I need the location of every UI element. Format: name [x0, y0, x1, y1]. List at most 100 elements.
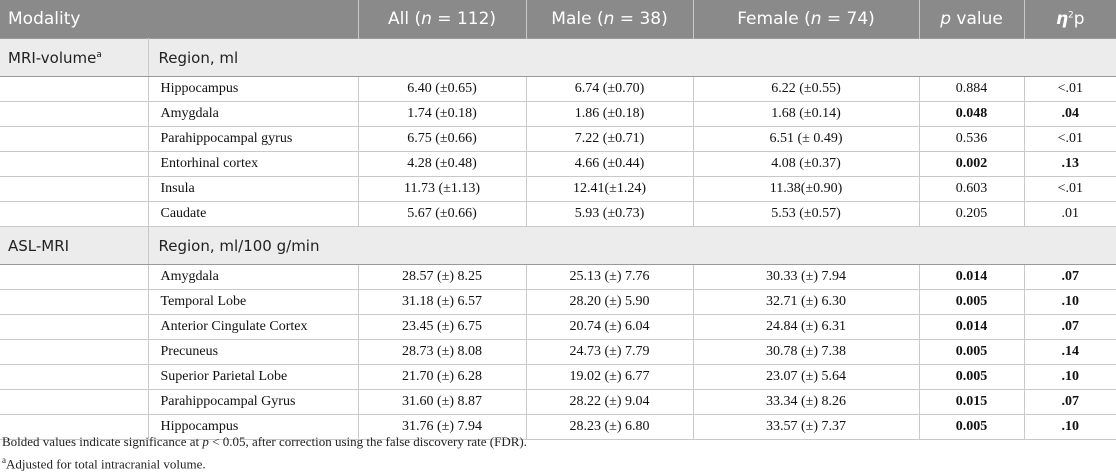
- region-cell: Hippocampus: [148, 76, 359, 102]
- all-value-cell: 28.57 (±) 8.25: [358, 264, 527, 290]
- male-value-cell: 4.66 (±0.44): [526, 151, 694, 177]
- section-region-label: Region, ml/100 g/min: [148, 226, 1116, 265]
- region-cell: Anterior Cingulate Cortex: [148, 314, 359, 340]
- eta-value-cell: .10: [1024, 364, 1116, 390]
- region-cell: Insula: [148, 176, 359, 202]
- results-table-container: Modality All (n = 112) Male (n = 38) Fem…: [0, 0, 1116, 440]
- male-value-cell: 6.74 (±0.70): [526, 76, 694, 102]
- note-significance-suffix: < 0.05, after correction using the false…: [208, 434, 528, 449]
- header-p-suffix: value: [950, 9, 1003, 29]
- table-row: Parahippocampal Gyrus 31.60 (±) 8.87 28.22…: [0, 389, 1116, 415]
- table-row: Amygdala 1.74 (±0.18) 1.86 (±0.18) 1.68 (±0…: [0, 101, 1116, 127]
- p-value-cell: 0.205: [919, 201, 1025, 227]
- p-value-cell: 0.005: [919, 339, 1025, 365]
- header-male-n: n: [603, 9, 615, 29]
- all-value-cell: 4.28 (±0.48): [358, 151, 527, 177]
- modality-cell: [0, 414, 149, 440]
- region-cell: Amygdala: [148, 264, 359, 290]
- region-cell: Amygdala: [148, 101, 359, 127]
- modality-cell: [0, 201, 149, 227]
- all-value-cell: 28.73 (±) 8.08: [358, 339, 527, 365]
- eta-value-cell: .07: [1024, 389, 1116, 415]
- table-row: Superior Parietal Lobe 21.70 (±) 6.28 19.0…: [0, 364, 1116, 390]
- p-value-cell: 0.005: [919, 289, 1025, 315]
- p-value-cell: 0.015: [919, 389, 1025, 415]
- region-cell: Parahippocampal Gyrus: [148, 389, 359, 415]
- male-value-cell: 28.20 (±) 5.90: [526, 289, 694, 315]
- eta-value-cell: .04: [1024, 101, 1116, 127]
- table-row: Anterior Cingulate Cortex 23.45 (±) 6.75 2…: [0, 314, 1116, 340]
- table-row: Caudate 5.67 (±0.66) 5.93 (±0.73) 5.53 (±0.…: [0, 201, 1116, 227]
- female-value-cell: 33.34 (±) 8.26: [693, 389, 920, 415]
- p-value-cell: 0.884: [919, 76, 1025, 102]
- note-adjusted: aAdjusted for total intracranial volume.: [2, 451, 527, 473]
- header-row: Modality All (n = 112) Male (n = 38) Fem…: [0, 0, 1116, 39]
- all-value-cell: 31.60 (±) 8.87: [358, 389, 527, 415]
- header-all-suffix: = 112): [431, 9, 497, 29]
- header-female-n: n: [810, 9, 822, 29]
- female-value-cell: 24.84 (±) 6.31: [693, 314, 920, 340]
- all-value-cell: 5.67 (±0.66): [358, 201, 527, 227]
- table-row: Hippocampus 6.40 (±0.65) 6.74 (±0.70) 6.22 …: [0, 76, 1116, 102]
- modality-cell: [0, 264, 149, 290]
- eta-value-cell: <.01: [1024, 76, 1116, 102]
- note-significance: Bolded values indicate significance at p…: [2, 432, 527, 451]
- p-value-cell: 0.536: [919, 126, 1025, 152]
- header-eta-sup: 2: [1068, 10, 1074, 21]
- note-significance-prefix: Bolded values indicate significance at: [2, 434, 203, 449]
- table-row: Parahippocampal gyrus 6.75 (±0.66) 7.22 (±…: [0, 126, 1116, 152]
- eta-value-cell: <.01: [1024, 126, 1116, 152]
- p-value-cell: 0.048: [919, 101, 1025, 127]
- table-row: Temporal Lobe 31.18 (±) 6.57 28.20 (±) 5.9…: [0, 289, 1116, 315]
- all-value-cell: 21.70 (±) 6.28: [358, 364, 527, 390]
- eta-value-cell: .10: [1024, 289, 1116, 315]
- note-significance-p: p: [202, 434, 209, 449]
- region-cell: Precuneus: [148, 339, 359, 365]
- header-eta: η2p: [1024, 0, 1116, 39]
- header-p-value: p value: [919, 0, 1025, 39]
- female-value-cell: 11.38(±0.90): [693, 176, 920, 202]
- section-region-label: Region, ml: [148, 38, 1116, 77]
- modality-cell: [0, 151, 149, 177]
- eta-value-cell: .01: [1024, 201, 1116, 227]
- female-value-cell: 5.53 (±0.57): [693, 201, 920, 227]
- eta-value-cell: .07: [1024, 314, 1116, 340]
- eta-value-cell: .13: [1024, 151, 1116, 177]
- table-row: Hippocampus 31.76 (±) 7.94 28.23 (±) 6.80 3…: [0, 414, 1116, 440]
- male-value-cell: 24.73 (±) 7.79: [526, 339, 694, 365]
- female-value-cell: 6.51 (± 0.49): [693, 126, 920, 152]
- header-male: Male (n = 38): [526, 0, 694, 39]
- table-row: Amygdala 28.57 (±) 8.25 25.13 (±) 7.76 30.3…: [0, 264, 1116, 290]
- header-female-suffix: = 74): [821, 9, 875, 29]
- section-row: ASL-MRI Region, ml/100 g/min: [0, 226, 1116, 265]
- modality-cell: [0, 364, 149, 390]
- header-all-n: n: [421, 9, 432, 29]
- header-male-prefix: Male (: [551, 9, 604, 29]
- header-eta-symbol: η: [1055, 9, 1069, 29]
- all-value-cell: 11.73 (±1.13): [358, 176, 527, 202]
- header-male-suffix: = 38): [614, 9, 668, 29]
- male-value-cell: 20.74 (±) 6.04: [526, 314, 694, 340]
- modality-cell: [0, 76, 149, 102]
- note-adjusted-text: Adjusted for total intracranial volume.: [6, 456, 206, 472]
- eta-value-cell: .10: [1024, 414, 1116, 440]
- region-cell: Temporal Lobe: [148, 289, 359, 315]
- male-value-cell: 12.41(±1.24): [526, 176, 694, 202]
- female-value-cell: 30.78 (±) 7.38: [693, 339, 920, 365]
- modality-cell: [0, 389, 149, 415]
- section-modality: ASL-MRI: [0, 226, 149, 265]
- modality-cell: [0, 314, 149, 340]
- all-value-cell: 31.76 (±) 7.94: [358, 414, 527, 440]
- header-modality: Modality: [0, 0, 359, 39]
- header-female: Female (n = 74): [693, 0, 920, 39]
- modality-cell: [0, 339, 149, 365]
- female-value-cell: 33.57 (±) 7.37: [693, 414, 920, 440]
- modality-cell: [0, 289, 149, 315]
- region-cell: Superior Parietal Lobe: [148, 364, 359, 390]
- table-row: Entorhinal cortex 4.28 (±0.48) 4.66 (±0.44…: [0, 151, 1116, 177]
- all-value-cell: 1.74 (±0.18): [358, 101, 527, 127]
- p-value-cell: 0.002: [919, 151, 1025, 177]
- section-modality: MRI-volumea: [0, 38, 149, 77]
- header-p-italic: p: [940, 9, 951, 29]
- eta-value-cell: .07: [1024, 264, 1116, 290]
